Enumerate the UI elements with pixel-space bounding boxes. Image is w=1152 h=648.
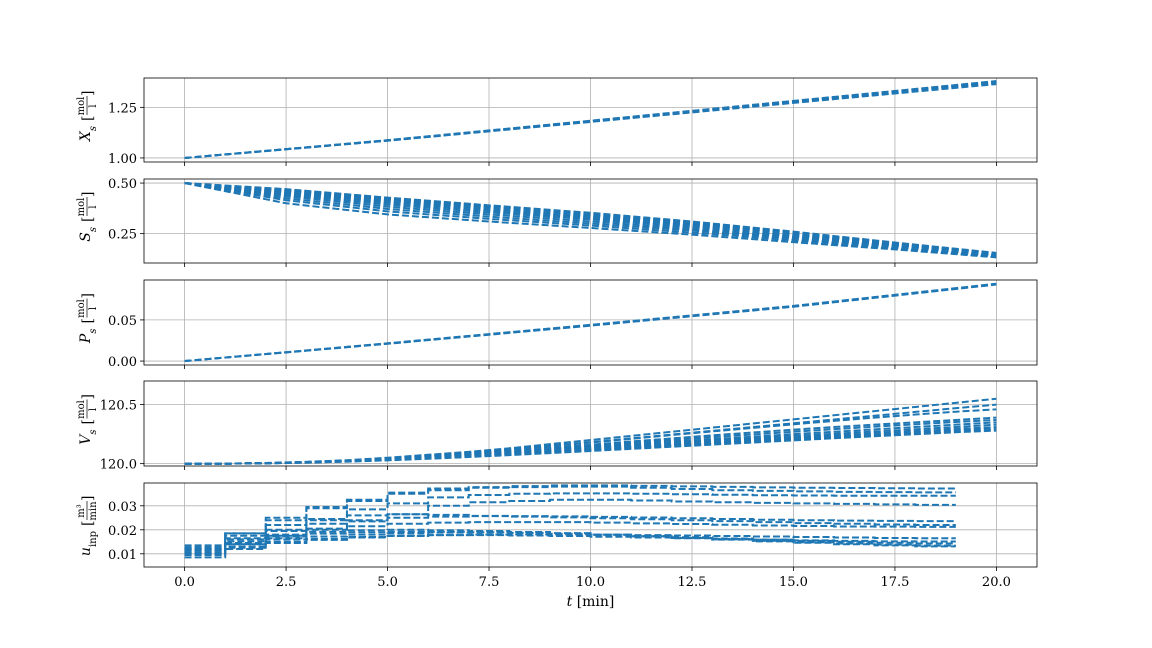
y-axis-label-unit-numerator: m³ — [76, 504, 87, 518]
series-line-7 — [184, 182, 997, 256]
y-axis-label-unit-numerator: mol — [76, 299, 87, 318]
series-line-4 — [184, 80, 997, 159]
series-line-5 — [184, 182, 997, 256]
x-axis-label-unit: [min] — [577, 594, 615, 610]
y-axis-label-bracket-open: [ — [80, 318, 96, 323]
y-axis-label-subscript: inp — [88, 531, 99, 547]
y-axis-label-bracket-open: [ — [80, 116, 96, 121]
y-axis-label-subscript: s — [88, 227, 99, 232]
series-line-12 — [184, 528, 956, 549]
y-tick-label: 0.02 — [108, 524, 137, 539]
series-group — [184, 484, 956, 559]
y-axis-label-subscript: s — [88, 126, 99, 131]
y-tick-label: 120.0 — [100, 458, 137, 473]
y-tick-label: 0.00 — [108, 355, 137, 370]
y-axis-label-unit-denominator: l — [88, 408, 99, 411]
series-line-6 — [184, 182, 997, 256]
y-axis-label-subscript: s — [88, 430, 99, 435]
y-tick-label: 0.25 — [108, 228, 137, 243]
series-line-10 — [184, 429, 997, 465]
x-axis-label-symbol: t — [567, 594, 577, 610]
y-tick-label: 1.00 — [108, 152, 137, 167]
y-axis-label-bracket-close: ] — [80, 394, 96, 399]
y-axis-label-bracket-open: [ — [80, 521, 96, 526]
y-axis-label-bracket-open: [ — [80, 217, 96, 222]
series-group — [184, 80, 997, 159]
y-axis-label-unit-numerator: mol — [76, 97, 87, 116]
y-tick-label: 0.50 — [108, 177, 137, 192]
y-axis-label-unit-denominator: l — [88, 307, 99, 310]
series-group — [184, 182, 997, 259]
y-tick-label: 0.01 — [108, 548, 137, 563]
y-axis-label-unit-numerator: mol — [76, 400, 87, 419]
series-group — [184, 282, 997, 363]
series-line-1 — [184, 182, 997, 259]
y-axis-label-bracket-close: ] — [80, 496, 96, 501]
x-tick-label: 20.0 — [982, 575, 1011, 590]
y-axis-label-subscript: s — [88, 329, 99, 334]
series-line-10 — [184, 182, 997, 254]
y-tick-label: 120.5 — [100, 399, 137, 414]
y-tick-label: 0.05 — [108, 314, 137, 329]
series-line-7 — [184, 513, 956, 547]
x-tick-label: 0.0 — [174, 575, 195, 590]
x-tick-label: 5.0 — [377, 575, 398, 590]
x-axis-label: t [min] — [567, 594, 615, 610]
x-tick-label: 15.0 — [779, 575, 808, 590]
x-tick-label: 10.0 — [576, 575, 605, 590]
y-axis-label-bracket-close: ] — [80, 192, 96, 197]
x-tick-label: 17.5 — [880, 575, 909, 590]
series-line-8 — [184, 182, 997, 255]
y-axis-label-unit-denominator: l — [88, 104, 99, 107]
series-line-4 — [184, 484, 956, 550]
x-tick-label: 2.5 — [276, 575, 297, 590]
y-axis-label-unit-denominator: min — [88, 501, 99, 521]
series-line-4 — [184, 182, 997, 257]
y-tick-label: 1.25 — [108, 101, 137, 116]
series-group — [184, 397, 997, 465]
series-line-3 — [184, 182, 997, 257]
y-axis-label-bracket-close: ] — [80, 91, 96, 96]
series-line-3 — [184, 282, 997, 363]
x-tick-label: 7.5 — [479, 575, 500, 590]
y-axis-label-unit-denominator: l — [88, 205, 99, 208]
y-axis-label-unit-numerator: mol — [76, 198, 87, 217]
subplot-5: 0.01 0.02 0.03 0.0 2.5 5.0 7.5 10.0 12.5 15.0 17.5… — [76, 482, 1038, 610]
x-tick-label: 12.5 — [678, 575, 707, 590]
y-axis-label-bracket-open: [ — [80, 419, 96, 424]
y-tick-label: 0.03 — [108, 500, 137, 515]
series-line-2 — [184, 182, 997, 258]
y-axis-label-bracket-close: ] — [80, 293, 96, 298]
